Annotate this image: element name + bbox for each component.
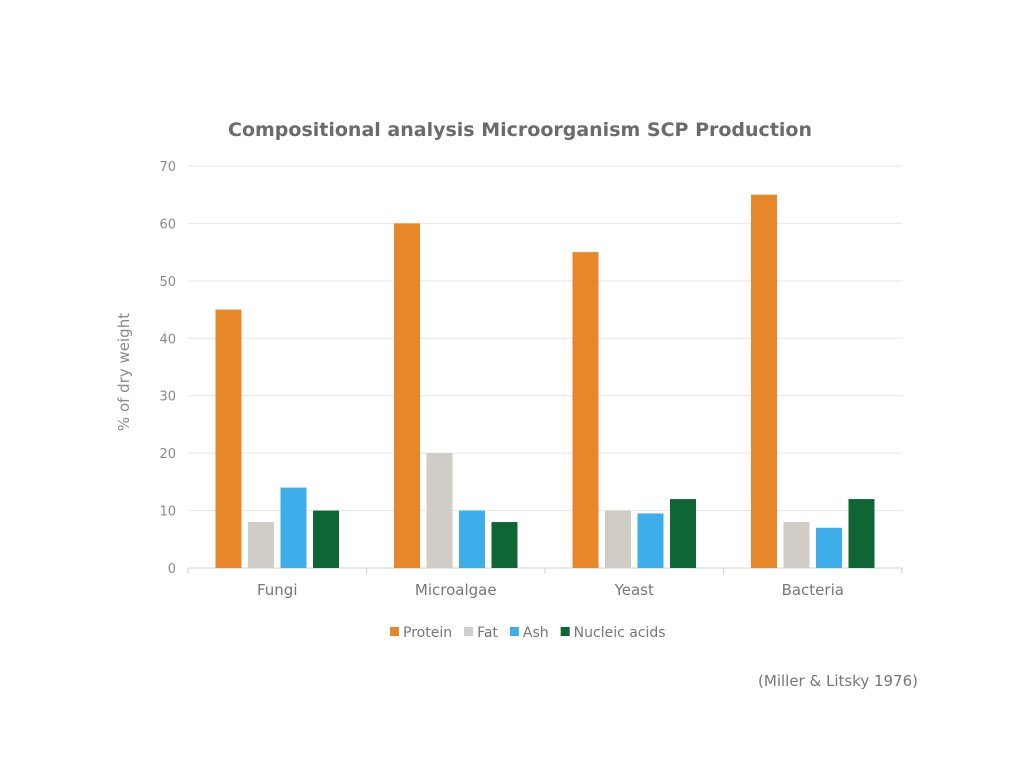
bar-ash-bacteria <box>816 527 842 568</box>
y-tick-label: 50 <box>159 275 176 290</box>
y-axis-label: % of dry weight <box>115 313 133 431</box>
bar-ash-yeast <box>637 513 664 568</box>
y-tick-label: 70 <box>159 160 176 175</box>
legend-label: Ash <box>523 625 549 641</box>
y-tick-label: 40 <box>159 332 176 347</box>
x-tick-label: Fungi <box>257 581 298 599</box>
y-tick-label: 30 <box>159 390 176 405</box>
legend-swatch <box>390 627 399 636</box>
bar-nucleic-acids-microalgae <box>491 522 518 568</box>
bar-ash-microalgae <box>459 510 485 568</box>
bar-protein-fungi <box>215 309 242 568</box>
y-tick-label: 20 <box>159 447 176 462</box>
legend-swatch <box>560 627 570 636</box>
source-note: (Miller & Litsky 1976) <box>758 672 918 690</box>
x-tick-label: Bacteria <box>782 581 844 599</box>
bar-fat-yeast <box>605 510 631 568</box>
legend-swatch <box>464 627 474 636</box>
chart-title: Compositional analysis Microorganism SCP… <box>228 119 812 141</box>
bar-nucleic-acids-yeast <box>670 499 696 568</box>
x-tick-label: Yeast <box>614 581 654 599</box>
y-tick-label: 60 <box>159 217 176 232</box>
bar-fat-fungi <box>248 522 274 568</box>
bar-fat-microalgae <box>426 453 453 568</box>
bar-protein-bacteria <box>751 194 777 568</box>
legend-label: Nucleic acids <box>574 625 666 641</box>
bar-protein-microalgae <box>394 223 420 568</box>
bar-fat-bacteria <box>783 522 810 568</box>
y-tick-label: 0 <box>168 562 176 577</box>
legend-swatch <box>509 627 519 636</box>
bar-ash-fungi <box>280 487 307 568</box>
legend-label: Protein <box>403 625 452 641</box>
legend-label: Fat <box>477 625 498 641</box>
bar-protein-yeast <box>572 252 599 568</box>
y-tick-label: 10 <box>159 505 176 520</box>
bar-nucleic-acids-bacteria <box>848 499 875 568</box>
x-tick-label: Microalgae <box>415 581 497 599</box>
bar-nucleic-acids-fungi <box>313 510 339 568</box>
